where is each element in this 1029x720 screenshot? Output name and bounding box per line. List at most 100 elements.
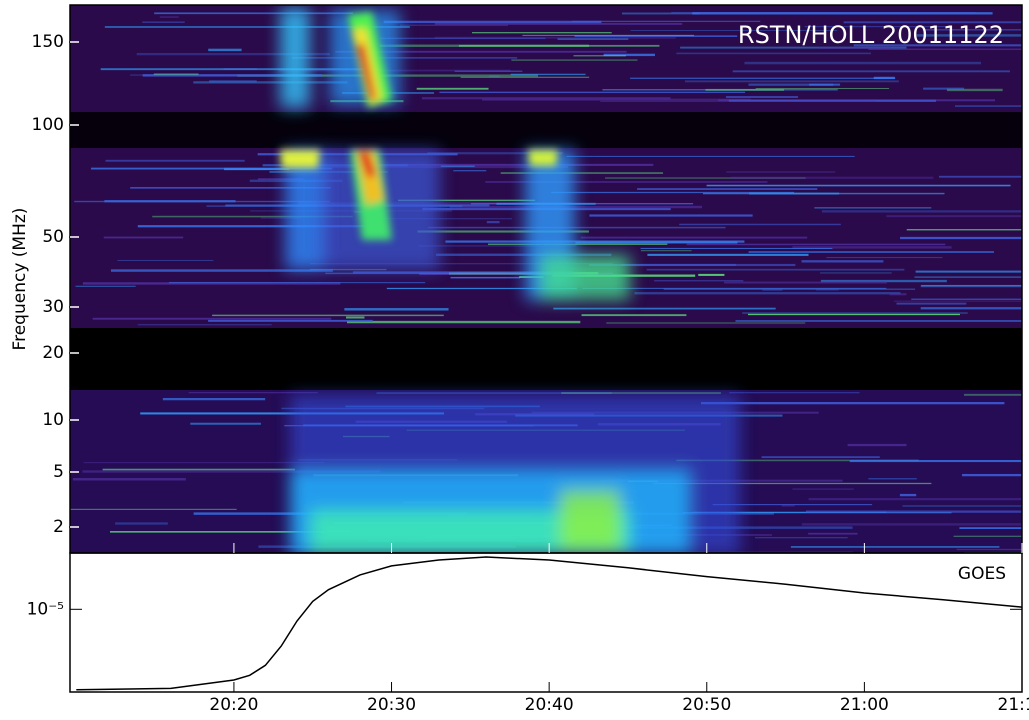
noise-streak [399, 24, 508, 26]
noise-streak [920, 284, 1022, 288]
noise-streak [418, 245, 577, 247]
noise-streak [938, 175, 1022, 178]
x-tick-label: 20:50 [682, 695, 731, 715]
noise-streak [676, 52, 872, 55]
noise-streak [510, 73, 586, 76]
noise-streak [557, 37, 629, 40]
noise-streak [310, 263, 613, 265]
noise-streak [188, 392, 318, 394]
noise-streak [749, 192, 840, 195]
noise-streak [427, 152, 563, 155]
noise-streak [168, 281, 426, 284]
noise-streak [804, 25, 949, 28]
noise-streak [193, 81, 348, 84]
noise-streak [136, 52, 331, 56]
noise-streak [809, 83, 841, 86]
noise-streak [899, 493, 917, 497]
noise-streak [152, 215, 353, 218]
noise-streak [398, 199, 536, 202]
noise-streak [208, 48, 242, 52]
noise-streak [380, 37, 546, 40]
noise-streak [603, 53, 655, 57]
noise-streak [208, 319, 373, 322]
noise-streak [427, 226, 726, 229]
type-ii-lane [280, 12, 558, 240]
noise-streak [445, 240, 745, 243]
noise-streak [820, 272, 892, 274]
noise-streak [382, 218, 513, 220]
noise-streak [130, 187, 331, 189]
noise-streak [962, 473, 1022, 477]
noise-streak [686, 243, 946, 246]
noise-streak [162, 397, 266, 401]
noise-streak [92, 317, 332, 320]
noise-streak [654, 280, 744, 282]
x-tick-label: 21:00 [840, 695, 889, 715]
noise-streak [680, 46, 907, 49]
noise-streak [109, 531, 351, 533]
noise-streak [911, 298, 1022, 300]
noise-streak [762, 289, 783, 291]
noise-streak [959, 527, 1022, 529]
noise-streak [449, 205, 703, 209]
noise-streak [421, 97, 671, 100]
noise-streak [434, 36, 676, 39]
y-tick-label: 30 [42, 297, 64, 317]
noise-streak [916, 34, 1022, 37]
noise-streak [630, 77, 896, 79]
noise-streak [589, 263, 796, 267]
noise-streak [82, 282, 341, 285]
noise-streak [900, 236, 1022, 240]
noise-streak [105, 159, 245, 162]
noise-streak [471, 32, 612, 34]
y-tick-label: 100 [32, 115, 64, 135]
noise-streak [801, 523, 1022, 526]
noise-streak [700, 402, 1005, 405]
x-tick-label: 20:40 [525, 695, 574, 715]
noise-streak [450, 276, 521, 279]
noise-streak [843, 21, 1022, 24]
chart-title: RSTN/HOLL 20011122 [738, 21, 1004, 49]
noise-streak [671, 12, 976, 14]
noise-streak [922, 29, 1022, 31]
goes-curve [76, 556, 1023, 691]
noise-streak [826, 256, 943, 259]
noise-streak [847, 443, 907, 447]
noise-streak [458, 44, 660, 47]
noise-streak [561, 392, 721, 394]
series-label: GOES [958, 564, 1006, 584]
spectrogram-image [70, 5, 1022, 553]
noise-streak [712, 504, 873, 506]
noise-streak [606, 322, 806, 324]
noise-streak [500, 172, 664, 174]
y-tick-label: 150 [32, 32, 64, 52]
noise-streak [698, 273, 725, 276]
y-tick-label: 10⁻⁵ [27, 599, 64, 619]
noise-streak [417, 230, 589, 233]
noise-streak [582, 287, 887, 289]
noise-streak [602, 89, 838, 91]
noise-streak [821, 210, 1022, 213]
noise-streak [522, 34, 695, 37]
noise-streak [453, 170, 487, 172]
noise-streak [72, 478, 186, 481]
noise-streak [386, 287, 577, 290]
noise-streak [634, 292, 901, 295]
noise-streak [706, 184, 1011, 187]
noise-streak [83, 462, 325, 464]
noise-streak [154, 12, 353, 15]
noise-streak [744, 61, 982, 65]
noise-streak [818, 47, 892, 49]
noise-streak [378, 163, 654, 166]
noise-streak [581, 314, 687, 317]
y-tick-label: 10 [42, 410, 64, 430]
noise-streak [954, 105, 1022, 107]
noise-streak [663, 288, 916, 290]
noise-streak [460, 76, 590, 78]
noise-streak [730, 176, 934, 179]
noise-streak [755, 537, 848, 539]
noise-streak [953, 535, 1022, 537]
noise-streak [808, 497, 1022, 501]
noise-streak [915, 270, 1022, 273]
